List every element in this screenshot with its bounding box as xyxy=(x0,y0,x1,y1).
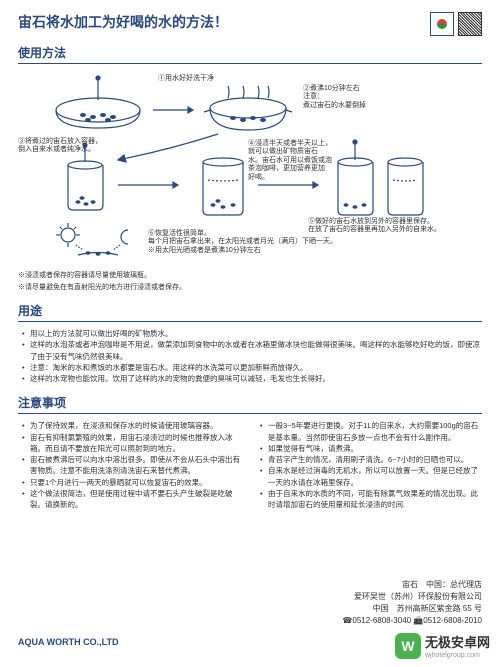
caution-item: 青苔字产生的情况，清用刷子清洗。6~7小时的日晒也可以。 xyxy=(260,454,482,465)
purpose-item: 用以上的方法就可以做出好喝的矿物质水。 xyxy=(22,328,482,339)
footer-line: 中国 苏州高新区紫金路 55 号 xyxy=(342,603,482,615)
watermark-sub: wjhotelgroup.com xyxy=(425,652,490,659)
logo-icon xyxy=(430,12,454,36)
caution-left-list: 为了保持效果，在浸渍和保存水的时候请使用玻璃容器。 宙石有抑制氯繁殖的效果，用宙… xyxy=(18,420,244,510)
step6-label: ⑥恢复活性很简单。 每个月把宙石拿出来，在太阳光或者月光（满月）下晒一天。 ※用… xyxy=(148,230,337,255)
page-header: 宙石将水加工为好喝的水的方法！ xyxy=(18,12,482,36)
step2-label: ②煮沸10分钟左右 注意： 煮过宙石的水要倒掉 xyxy=(303,85,366,110)
usage-diagram: ①用水好好洗干净 ②煮沸10分钟左右 注意： 煮过宙石的水要倒掉 ③将煮过的宙石… xyxy=(18,70,482,265)
footer-line: ☎0512-6808-3040 📠0512-6808-2010 xyxy=(342,615,482,627)
step1-label: ①用水好好洗干净 xyxy=(158,75,214,83)
purpose-item: 这样的水泡茶或者冲泡咖啡是不用说，做菜添加到食物中的水或者在冰箱里做冰块也能做得… xyxy=(22,339,482,362)
caution-item: 宙石有抑制氯繁殖的效果，用宙石浸渍过的时候也推荐放入冰箱。而且请不要放在阳光可以… xyxy=(22,432,244,455)
purpose-list: 用以上的方法就可以做出好喝的矿物质水。 这样的水泡茶或者冲泡咖啡是不用说，做菜添… xyxy=(18,328,482,384)
caution-item: 如果觉得有气味，请煮沸。 xyxy=(260,443,482,454)
footer-line: 宙石 中国：总代理店 xyxy=(342,579,482,591)
purpose-item: 注意：淘米的水和煮饭的水都要是宙石水。用这样的水洗菜可以更加新鲜而放得久。 xyxy=(22,362,482,373)
purpose-section: 用途 用以上的方法就可以做出好喝的矿物质水。 这样的水泡茶或者冲泡咖啡是不用说，… xyxy=(18,302,482,384)
caution-section: 注意事项 为了保持效果，在浸渍和保存水的时候请使用玻璃容器。 宙石有抑制氯繁殖的… xyxy=(18,394,482,510)
usage-note-1: ※浸渍或者保存的容器请尽量使用玻璃瓶。 xyxy=(18,270,482,280)
footer-line: 爱环吴世（苏州）环保股份有限公司 xyxy=(342,591,482,603)
qr-code-icon xyxy=(458,12,482,36)
step4-label: ④浸渍半天或者半天以上， 就可以做出矿物质宙石 水。宙石水可用以煮饭或泡 茶泡咖… xyxy=(248,140,358,182)
caution-title: 注意事项 xyxy=(18,394,482,414)
caution-item: 自来水是经过消毒的无机水，所以可以放置一天。但是已经放了一天的水请在冰箱里保存。 xyxy=(260,465,482,488)
watermark-icon: W xyxy=(395,633,421,659)
company-name: AQUA WORTH CO.,LTD xyxy=(18,637,119,647)
caution-item: 由于自来水的水质的不同，可能有除氯气效果差的情况出现。此时请增加宙石的使用量和延… xyxy=(260,488,482,511)
contact-footer: 宙石 中国：总代理店 爱环吴世（苏州）环保股份有限公司 中国 苏州高新区紫金路 … xyxy=(342,579,482,627)
caution-item: 这个做法很简洁，但是使用过程中请不要石头产生破裂是吃破裂。请换新的。 xyxy=(22,488,244,511)
watermark-text: 无极安卓网 xyxy=(425,635,490,650)
caution-item: 一般3~5年要进行更换。对于1L的自来水，大约需要100g的宙石是基本量。当然即… xyxy=(260,420,482,443)
usage-title: 使用方法 xyxy=(18,44,482,64)
usage-note-2: ※请尽量避免在有直射阳光的地方进行浸渍或者保存。 xyxy=(18,282,482,292)
main-title: 宙石将水加工为好喝的水的方法！ xyxy=(18,12,430,32)
caution-item: 只要1个月进行一两天的暴晒就可以恢复宙石的效果。 xyxy=(22,477,244,488)
caution-item: 为了保持效果，在浸渍和保存水的时候请使用玻璃容器。 xyxy=(22,420,244,431)
purpose-item: 这样的水宠物也能饮用。饮用了这样的水的宠物的粪便的臭味可以减轻，毛发也生长得好。 xyxy=(22,373,482,384)
purpose-title: 用途 xyxy=(18,302,482,322)
header-icons xyxy=(430,12,482,36)
step3-label: ③将煮过的宙石放入容器， 倒入自来水或者纯净水。 xyxy=(18,138,102,155)
watermark: W 无极安卓网 wjhotelgroup.com xyxy=(395,632,490,659)
caution-item: 宙石被煮沸后可以向水中溶出很多。即使从不会从石头中溶出有害物质。注意不能用洗涤剂… xyxy=(22,454,244,477)
usage-section: 使用方法 xyxy=(18,44,482,292)
caution-right-list: 一般3~5年要进行更换。对于1L的自来水，大约需要100g的宙石是基本量。当然即… xyxy=(256,420,482,510)
